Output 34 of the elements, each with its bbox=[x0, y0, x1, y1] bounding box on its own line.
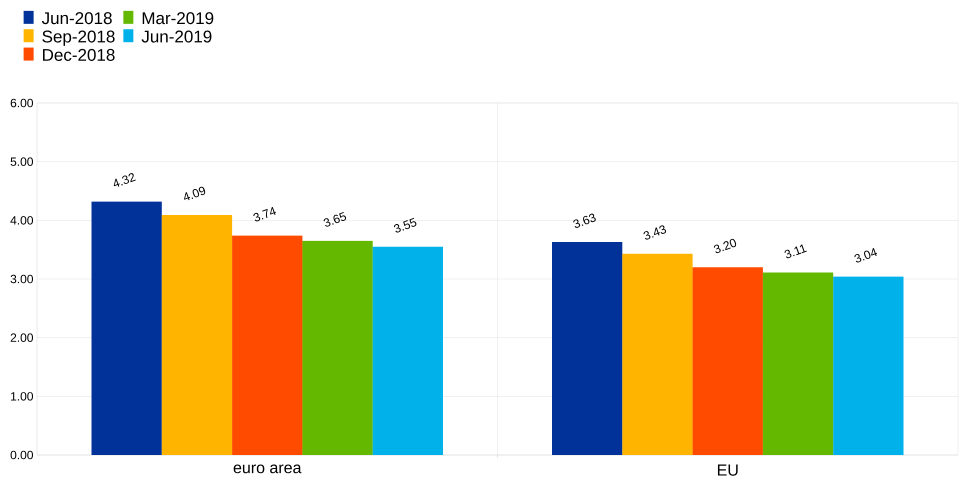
data-label: 3.43 bbox=[644, 225, 666, 240]
bar bbox=[552, 242, 622, 455]
bar bbox=[692, 267, 763, 455]
data-label: 3.55 bbox=[394, 218, 416, 233]
data-label: 3.04 bbox=[854, 248, 878, 262]
bar bbox=[92, 202, 162, 455]
bar bbox=[232, 236, 302, 455]
data-label: 4.09 bbox=[184, 186, 206, 200]
x-tick-label: EU bbox=[718, 464, 738, 476]
legend-label: Mar-2019 bbox=[142, 12, 214, 24]
data-label: 3.11 bbox=[784, 244, 807, 258]
bar bbox=[302, 240, 373, 455]
data-label: 3.65 bbox=[324, 212, 346, 227]
data-label: 3.74 bbox=[253, 206, 276, 222]
legend-label: Jun-2018 bbox=[42, 12, 112, 24]
y-tick-label: 4.00 bbox=[10, 216, 34, 225]
data-label: 4.32 bbox=[114, 173, 136, 187]
y-tick-label: 0.00 bbox=[10, 450, 34, 460]
legend-label: Dec-2018 bbox=[43, 48, 115, 61]
y-tick-label: 3.00 bbox=[10, 274, 34, 284]
y-tick-label: 2.00 bbox=[10, 333, 34, 342]
bar bbox=[762, 272, 834, 455]
y-tick-label: 1.00 bbox=[11, 392, 34, 401]
x-tick-label: euro area bbox=[234, 464, 302, 474]
bar bbox=[833, 276, 904, 455]
data-label: 3.20 bbox=[714, 238, 736, 254]
legend-label: Sep-2018 bbox=[42, 30, 115, 46]
bar bbox=[372, 246, 444, 455]
data-label: 3.63 bbox=[573, 214, 596, 228]
bar bbox=[162, 215, 232, 455]
bar bbox=[622, 254, 693, 455]
legend-label: Jun-2019 bbox=[142, 30, 212, 43]
y-tick-label: 6.00 bbox=[10, 98, 34, 108]
y-tick-label: 5.00 bbox=[10, 157, 34, 166]
